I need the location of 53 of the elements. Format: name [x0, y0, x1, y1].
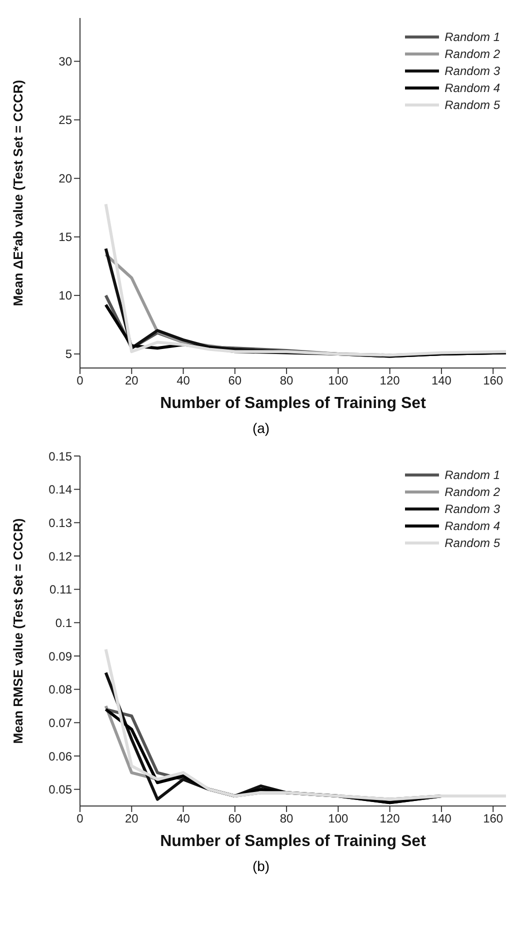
- x-tick-label: 80: [280, 812, 294, 826]
- x-tick-label: 0: [76, 812, 84, 826]
- x-tick-label: 100: [328, 812, 349, 826]
- y-axis-title: Mean RMSE value (Test Set = CCCR): [10, 518, 26, 744]
- x-axis-title: Number of Samples of Training Set: [160, 395, 427, 412]
- y-tick-label: 0.05: [48, 782, 72, 797]
- y-tick-label: 20: [58, 172, 72, 186]
- x-tick-label: 100: [328, 374, 349, 388]
- y-tick-label: 0.07: [48, 716, 72, 730]
- legend-label: Random 5: [444, 534, 500, 550]
- x-tick-label: 20: [124, 812, 139, 826]
- text: (a): [251, 420, 271, 436]
- x-axis-title: Number of Samples of Training Set: [160, 833, 427, 850]
- legend-label: Random 1: [444, 28, 500, 44]
- y-tick-label: 0.09: [48, 649, 72, 664]
- legend-label: Random 4: [444, 518, 500, 534]
- legend-label: Random 1: [444, 466, 500, 482]
- x-tick-label: 20: [124, 374, 139, 388]
- y-tick-label: 0.15: [48, 449, 72, 464]
- y-tick-label: 10: [58, 288, 72, 303]
- x-tick-label: 0: [76, 374, 84, 388]
- y-tick-label: 25: [58, 113, 72, 128]
- y-tick-label: 0.11: [50, 582, 72, 597]
- line-series: [104, 202, 506, 357]
- y-tick-label: 0.14: [48, 482, 72, 497]
- x-tick-label: 160: [483, 812, 504, 826]
- legend-label: Random 3: [444, 62, 500, 78]
- x-tick-label: 140: [431, 374, 452, 388]
- x-tick-label: 140: [431, 812, 452, 826]
- y-axis-title: Mean ΔE*ab value (Test Set = CCCR): [10, 80, 26, 306]
- x-tick-label: 40: [176, 812, 190, 826]
- x-tick-label: 80: [280, 374, 294, 388]
- y-tick-label: 5: [65, 347, 72, 362]
- legend-label: Random 4: [444, 80, 500, 96]
- y-tick-label: 0.12: [48, 549, 72, 564]
- legend-label: Random 2: [444, 484, 500, 500]
- legend-label: Random 3: [444, 500, 500, 516]
- x-tick-label: 160: [483, 374, 504, 388]
- x-tick-label: 60: [228, 374, 242, 388]
- legend-label: Random 5: [444, 96, 500, 112]
- x-tick-label: 40: [176, 374, 190, 388]
- x-tick-label: 120: [380, 812, 400, 826]
- legend-label: Random 2: [444, 46, 500, 62]
- line-series: [104, 648, 506, 801]
- x-tick-label: 120: [380, 374, 400, 388]
- x-tick-label: 60: [228, 812, 242, 826]
- text: (b): [251, 858, 271, 874]
- y-tick-label: 0.1: [55, 616, 72, 630]
- y-tick-label: 0.13: [48, 516, 72, 530]
- y-tick-label: 15: [58, 230, 72, 244]
- y-tick-label: 30: [58, 54, 72, 69]
- y-tick-label: 0.06: [48, 749, 72, 764]
- y-tick-label: 0.08: [48, 682, 72, 697]
